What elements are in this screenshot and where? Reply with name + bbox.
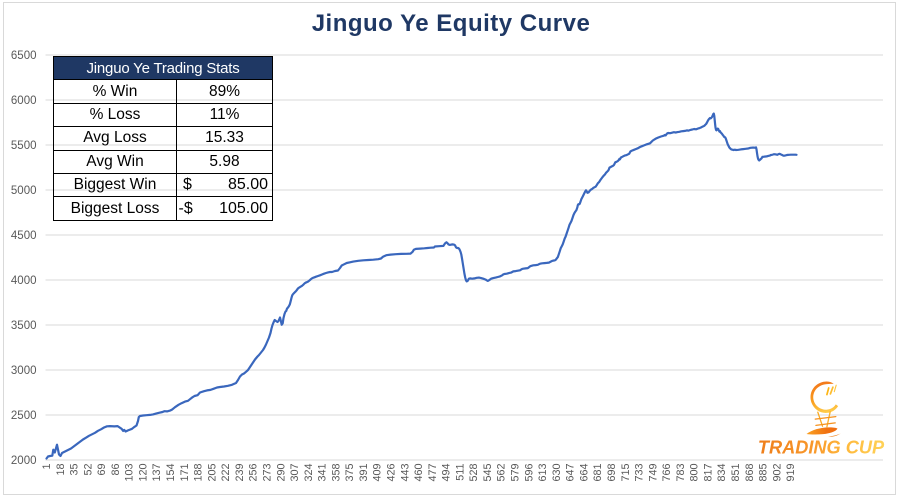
svg-text:205: 205 xyxy=(206,464,218,482)
svg-text:TRADING CUP: TRADING CUP xyxy=(758,438,885,458)
svg-text:613: 613 xyxy=(537,464,549,482)
svg-text:324: 324 xyxy=(303,464,315,482)
svg-text:290: 290 xyxy=(275,464,287,482)
svg-text:188: 188 xyxy=(193,464,205,482)
svg-text:579: 579 xyxy=(510,464,522,482)
svg-text:52: 52 xyxy=(82,464,94,476)
svg-text:715: 715 xyxy=(620,464,632,482)
svg-text:733: 733 xyxy=(634,464,646,482)
svg-text:375: 375 xyxy=(344,464,356,482)
svg-text:681: 681 xyxy=(592,464,604,482)
svg-text:834: 834 xyxy=(716,464,728,482)
svg-text:6000: 6000 xyxy=(11,95,37,107)
svg-text:562: 562 xyxy=(496,464,508,482)
svg-text:4500: 4500 xyxy=(11,230,37,242)
svg-text:6500: 6500 xyxy=(11,50,37,62)
svg-text:3000: 3000 xyxy=(11,365,37,377)
svg-text:851: 851 xyxy=(730,464,742,482)
svg-text:137: 137 xyxy=(151,464,163,482)
svg-text:341: 341 xyxy=(317,464,329,482)
svg-text:222: 222 xyxy=(220,464,232,482)
svg-text:171: 171 xyxy=(179,464,191,482)
svg-text:664: 664 xyxy=(578,464,590,482)
svg-text:2000: 2000 xyxy=(11,455,37,467)
svg-text:885: 885 xyxy=(758,464,770,482)
svg-text:4000: 4000 xyxy=(11,275,37,287)
svg-text:391: 391 xyxy=(358,464,370,482)
svg-text:1: 1 xyxy=(41,464,53,470)
svg-text:239: 239 xyxy=(234,464,246,482)
svg-text:630: 630 xyxy=(551,464,563,482)
svg-text:494: 494 xyxy=(441,464,453,482)
svg-text:800: 800 xyxy=(689,464,701,482)
svg-text:443: 443 xyxy=(399,464,411,482)
svg-text:868: 868 xyxy=(744,464,756,482)
svg-text:596: 596 xyxy=(523,464,535,482)
svg-text:460: 460 xyxy=(413,464,425,482)
svg-text:766: 766 xyxy=(661,464,673,482)
svg-text:698: 698 xyxy=(606,464,618,482)
svg-text:409: 409 xyxy=(372,464,384,482)
svg-text:647: 647 xyxy=(565,464,577,482)
svg-text:154: 154 xyxy=(165,464,177,482)
svg-text:273: 273 xyxy=(262,464,274,482)
svg-text:817: 817 xyxy=(702,464,714,482)
svg-text:86: 86 xyxy=(110,464,122,476)
svg-text:5500: 5500 xyxy=(11,140,37,152)
svg-text:749: 749 xyxy=(647,464,659,482)
svg-text:2500: 2500 xyxy=(11,410,37,422)
svg-text:69: 69 xyxy=(96,464,108,476)
svg-text:902: 902 xyxy=(771,464,783,482)
svg-text:426: 426 xyxy=(386,464,398,482)
svg-text:3500: 3500 xyxy=(11,320,37,332)
svg-text:477: 477 xyxy=(427,464,439,482)
svg-text:18: 18 xyxy=(55,464,67,476)
svg-text:256: 256 xyxy=(248,464,260,482)
svg-text:307: 307 xyxy=(289,464,301,482)
svg-text:120: 120 xyxy=(138,464,150,482)
svg-text:511: 511 xyxy=(454,464,466,481)
svg-text:545: 545 xyxy=(482,464,494,482)
svg-text:35: 35 xyxy=(69,464,81,476)
svg-text:528: 528 xyxy=(468,464,480,482)
svg-text:919: 919 xyxy=(785,464,797,482)
svg-text:5000: 5000 xyxy=(11,185,37,197)
svg-text:Jinguo Ye Equity Curve: Jinguo Ye Equity Curve xyxy=(312,10,591,37)
svg-text:103: 103 xyxy=(124,464,136,482)
svg-text:783: 783 xyxy=(675,464,687,482)
svg-text:358: 358 xyxy=(330,464,342,482)
